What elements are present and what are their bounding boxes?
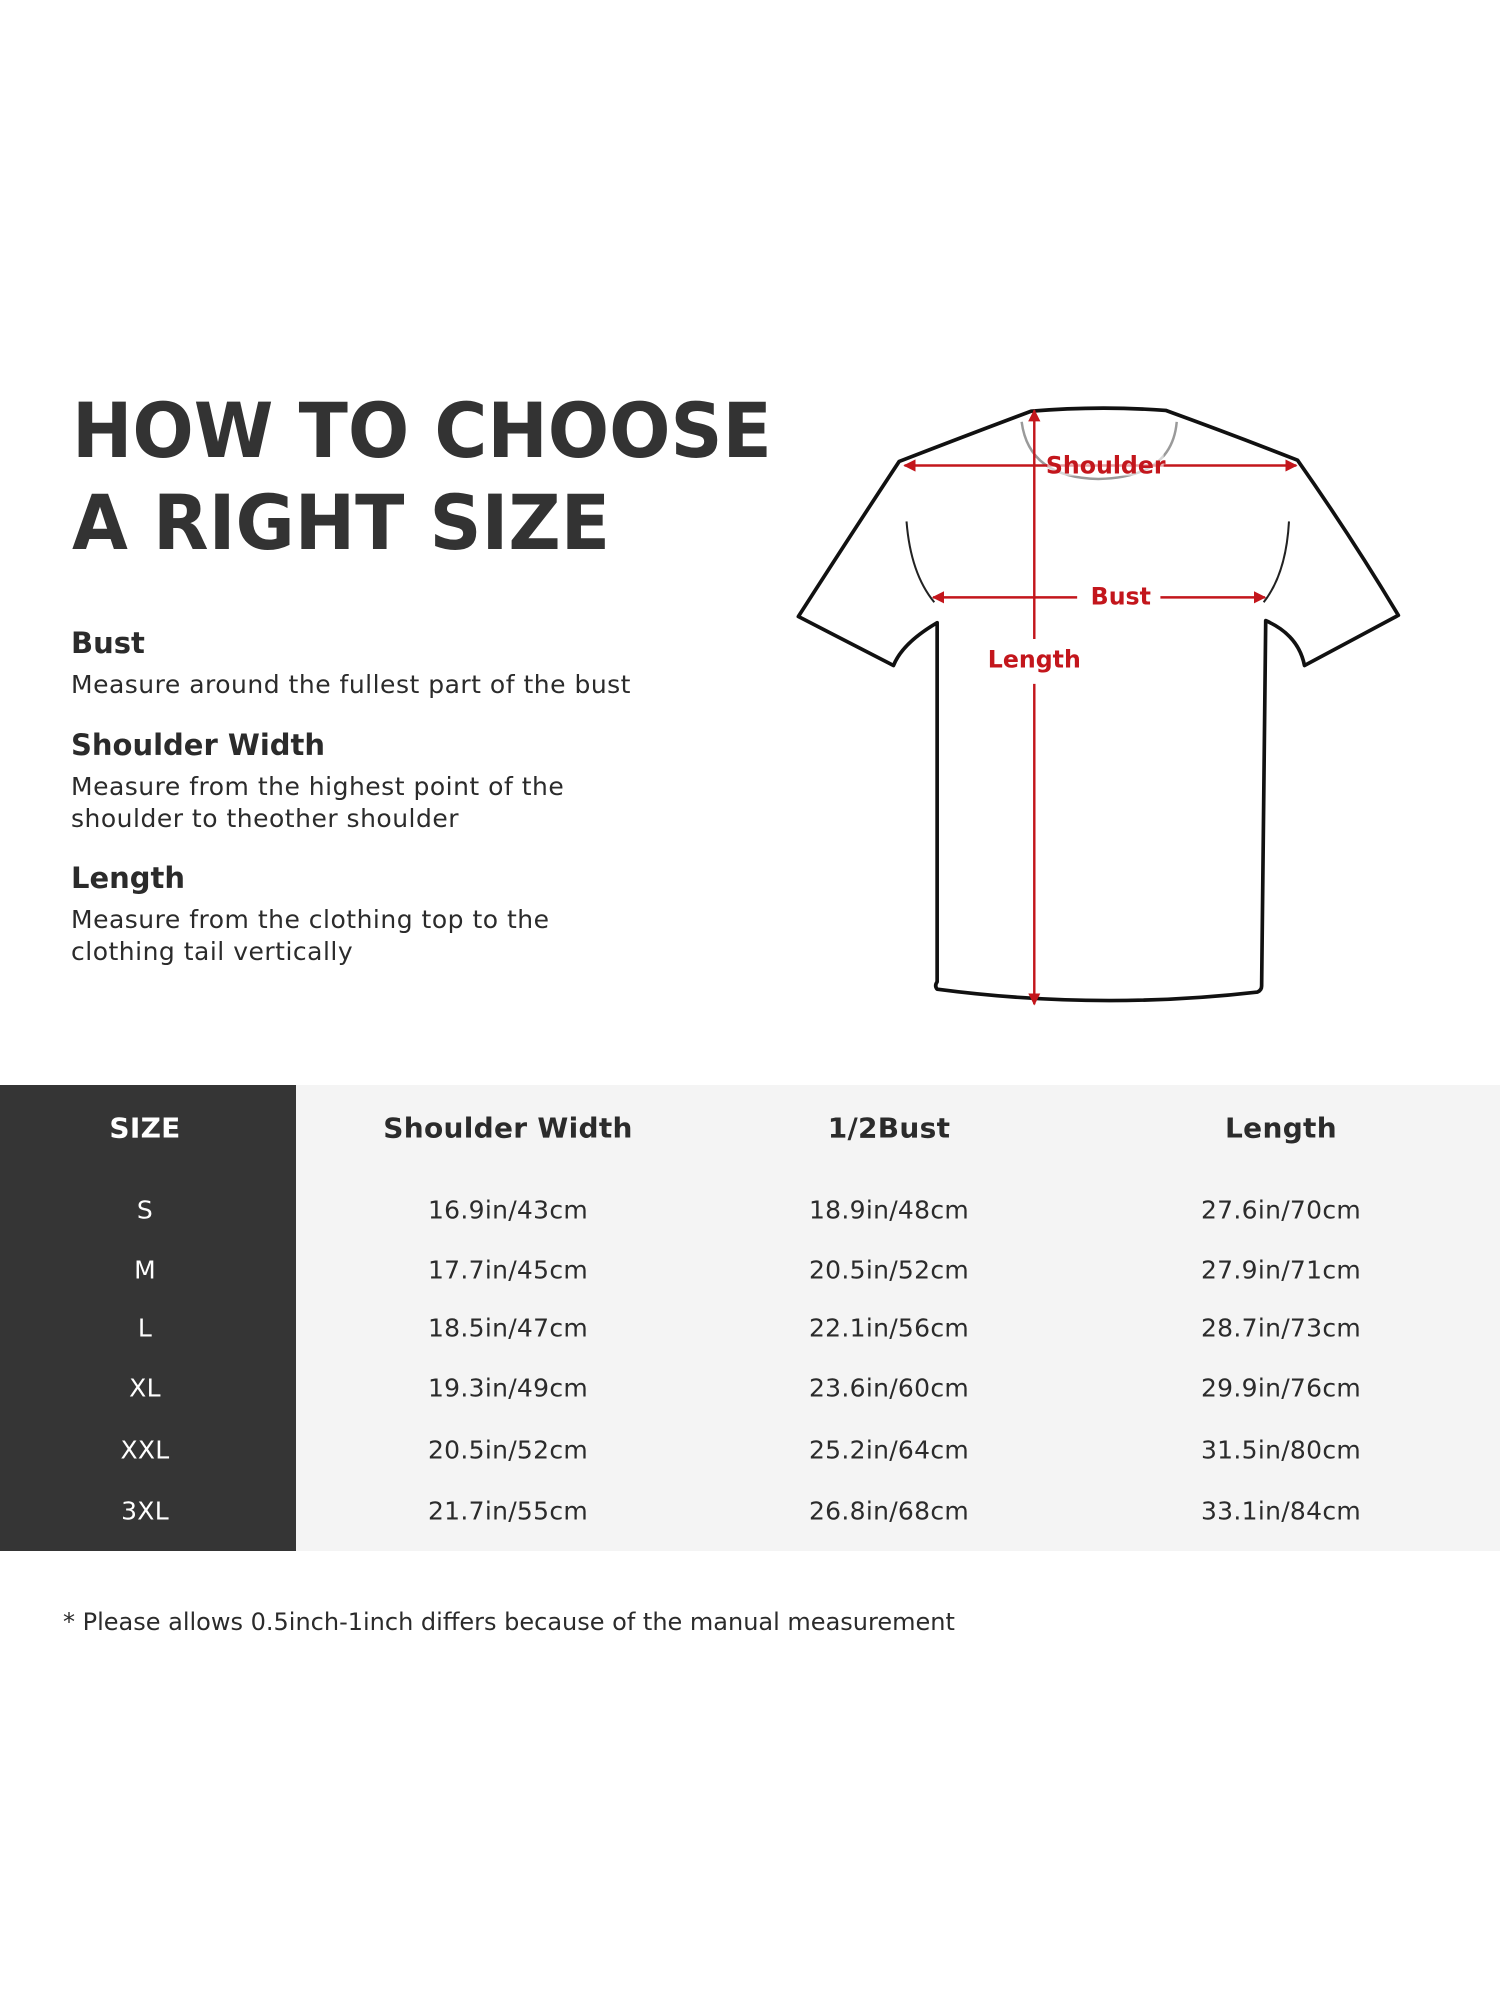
bust-label: Bust [1091,582,1151,610]
sleeve-seam-left [905,521,936,603]
length-label: Length [988,646,1081,674]
guide-text-line: Measure from the highest point of the [71,772,565,801]
measurement-cell: 20.5in/52cm [427,1435,589,1465]
measurement-cell: 31.5in/80cm [1200,1435,1362,1465]
guide-heading-shoulder-width: Shoulder Width [71,728,326,762]
page-title-line-2: A RIGHT SIZE [72,478,611,567]
size-cell: S [136,1195,154,1225]
guide-heading-bust: Bust [71,626,145,660]
measurement-cell: 28.7in/73cm [1200,1313,1362,1343]
guide-text-line: shoulder to theother shoulder [71,804,460,833]
measurement-cell: 20.5in/52cm [808,1255,970,1285]
collar-inner [1020,421,1178,481]
measurement-cell: 16.9in/43cm [427,1195,589,1225]
page-title-line-1: HOW TO CHOOSE [72,386,772,475]
guide-text-shoulder-width: Measure from the highest point of the sho… [71,771,564,835]
measurement-cell: 23.6in/60cm [808,1373,970,1403]
measurement-cell: 25.2in/64cm [808,1435,970,1465]
measurement-cell: 18.9in/48cm [808,1195,970,1225]
measurement-cell: 26.8in/68cm [808,1496,970,1526]
tshirt-diagram: Shoulder Bust Length [796,406,1401,1006]
shoulder-label: Shoulder [1046,452,1166,480]
guide-heading-length: Length [71,861,186,895]
tshirt-outline [796,406,1401,1003]
size-cell: L [137,1313,153,1343]
measurement-cell: 21.7in/55cm [427,1496,589,1526]
header-shoulder-width: Shoulder Width [383,1111,633,1145]
size-cell: XXL [120,1435,170,1465]
footnote: * Please allows 0.5inch-1inch differs be… [63,1608,955,1636]
header-length: Length [1225,1111,1337,1145]
guide-text-line: Measure from the clothing top to the [71,905,550,934]
size-cell: XL [129,1373,161,1403]
header-size: SIZE [109,1111,181,1145]
measurement-cell: 19.3in/49cm [427,1373,589,1403]
measurement-cell: 17.7in/45cm [427,1255,589,1285]
sleeve-seam-right [1262,521,1290,603]
guide-text-line: clothing tail vertically [71,937,354,966]
size-chart-table: SIZE Shoulder Width 1/2Bust Length S 16.9in/4… [0,1085,1500,1551]
measurement-cell: 33.1in/84cm [1200,1496,1362,1526]
size-cell: M [134,1255,156,1285]
measurement-cell: 18.5in/47cm [427,1313,589,1343]
measurement-cell: 22.1in/56cm [808,1313,970,1343]
header-half-bust: 1/2Bust [827,1111,951,1145]
guide-text-length: Measure from the clothing top to the clot… [71,904,550,968]
measurement-cell: 27.9in/71cm [1200,1255,1362,1285]
size-column [0,1085,296,1551]
measurement-cell: 29.9in/76cm [1200,1373,1362,1403]
measurement-cell: 27.6in/70cm [1200,1195,1362,1225]
guide-text-line: Measure around the fullest part of the b… [71,670,631,699]
size-cell: 3XL [121,1496,169,1526]
guide-text-bust: Measure around the fullest part of the b… [71,669,631,701]
